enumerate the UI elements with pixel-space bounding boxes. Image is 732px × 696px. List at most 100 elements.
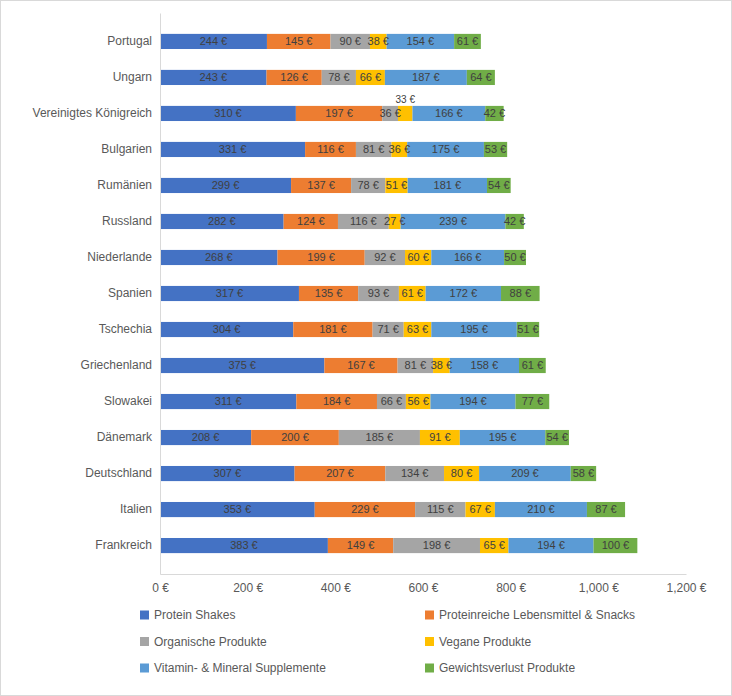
data-label: 54 € bbox=[546, 431, 567, 443]
bar-segment bbox=[519, 358, 546, 373]
data-label: 166 € bbox=[454, 251, 482, 263]
legend-item: Proteinreiche Lebensmittel & Snacks bbox=[425, 608, 635, 622]
bar-segment bbox=[291, 178, 351, 193]
tick-label: Griechenland bbox=[81, 358, 152, 372]
tick: Frankreich bbox=[95, 538, 160, 552]
data-label: 185 € bbox=[366, 431, 394, 443]
tick-label: Niederlande bbox=[87, 250, 152, 264]
bar-segment bbox=[545, 430, 569, 445]
data-label: 375 € bbox=[228, 359, 256, 371]
bar-segment bbox=[296, 394, 377, 409]
data-label: 51 € bbox=[517, 323, 538, 335]
bar-segment bbox=[405, 250, 431, 265]
bar-segment bbox=[420, 430, 460, 445]
data-label: 175 € bbox=[432, 143, 460, 155]
data-label: 50 € bbox=[504, 251, 525, 263]
axis-line bbox=[160, 14, 161, 575]
data-label: 135 € bbox=[315, 287, 343, 299]
tick-label: 1,200 € bbox=[666, 581, 706, 595]
tick-label: 400 € bbox=[321, 581, 351, 595]
bar-segment bbox=[501, 286, 540, 301]
data-label: 317 € bbox=[216, 287, 244, 299]
data-label: 268 € bbox=[205, 251, 233, 263]
bar-segment bbox=[160, 70, 267, 85]
bar-segment bbox=[160, 538, 328, 553]
bar-segment bbox=[160, 394, 296, 409]
data-label: 60 € bbox=[407, 251, 428, 263]
data-label: 65 € bbox=[484, 539, 505, 551]
bar-segment bbox=[504, 250, 526, 265]
series bbox=[385, 34, 594, 553]
legend-label: Organische Produkte bbox=[154, 635, 267, 649]
data-label: 116 € bbox=[350, 215, 377, 227]
legend-label: Protein Shakes bbox=[154, 608, 235, 622]
x-axis: 0 €200 €400 €600 €800 €1,000 €1,200 € bbox=[152, 574, 707, 595]
data-label: 61 € bbox=[522, 359, 543, 371]
bar-segment bbox=[404, 322, 432, 337]
tick: 800 € bbox=[496, 574, 526, 595]
bar-segment bbox=[160, 358, 324, 373]
bar-segment bbox=[160, 430, 251, 445]
data-label: 63 € bbox=[407, 323, 428, 335]
bars bbox=[160, 34, 637, 553]
bar-segment bbox=[415, 502, 465, 517]
data-label: 126 € bbox=[280, 71, 308, 83]
bar-segment bbox=[339, 430, 420, 445]
bar-segment bbox=[426, 286, 501, 301]
tick-label: 200 € bbox=[233, 581, 263, 595]
bar-segment bbox=[454, 34, 481, 49]
data-label: 77 € bbox=[522, 395, 543, 407]
bar-segment bbox=[484, 142, 507, 157]
data-label: 154 € bbox=[407, 35, 435, 47]
data-label: 145 € bbox=[285, 35, 313, 47]
bar-segment bbox=[322, 70, 356, 85]
data-label: 58 € bbox=[573, 467, 594, 479]
tick-label: 1,000 € bbox=[579, 581, 619, 595]
data-label: 56 € bbox=[407, 395, 428, 407]
data-label: 100 € bbox=[602, 539, 630, 551]
data-label: 197 € bbox=[325, 107, 353, 119]
bar-segment bbox=[377, 394, 406, 409]
bar-segment bbox=[408, 178, 487, 193]
bar-segment bbox=[479, 466, 571, 481]
bar-segment bbox=[331, 34, 370, 49]
data-label: 91 € bbox=[429, 431, 450, 443]
tick: 1,000 € bbox=[579, 574, 619, 595]
data-label: 124 € bbox=[297, 215, 325, 227]
tick-label: 600 € bbox=[408, 581, 438, 595]
tick: 200 € bbox=[233, 574, 263, 595]
data-label: 66 € bbox=[381, 395, 402, 407]
bar-segment bbox=[385, 178, 407, 193]
data-label: 199 € bbox=[307, 251, 335, 263]
data-label: 81 € bbox=[363, 143, 384, 155]
bar-segment bbox=[460, 430, 545, 445]
data-label: 311 € bbox=[215, 395, 242, 407]
tick: Tschechia bbox=[99, 322, 160, 336]
bar-segment bbox=[406, 394, 431, 409]
data-label: 194 € bbox=[537, 539, 565, 551]
bar-segment bbox=[385, 466, 444, 481]
tick: 1,200 € bbox=[666, 574, 706, 595]
data-label: 158 € bbox=[471, 359, 499, 371]
data-label: 51 € bbox=[386, 179, 407, 191]
data-label: 78 € bbox=[328, 71, 349, 83]
bar-segment bbox=[299, 286, 358, 301]
data-label: 116 € bbox=[317, 143, 344, 155]
bar-segment bbox=[251, 430, 339, 445]
data-label: 92 € bbox=[374, 251, 395, 263]
bar-segment bbox=[466, 502, 495, 517]
tick: 600 € bbox=[408, 574, 438, 595]
bar-segment bbox=[431, 250, 504, 265]
legend-swatch bbox=[140, 664, 149, 673]
data-label: 33 € bbox=[396, 94, 416, 105]
bar-segment bbox=[398, 358, 434, 373]
bar-segment bbox=[594, 538, 638, 553]
tick: Dänemark bbox=[97, 430, 160, 444]
bar-segment bbox=[444, 466, 479, 481]
bar-segment bbox=[407, 142, 484, 157]
data-label: 195 € bbox=[460, 323, 488, 335]
data-label: 61 € bbox=[457, 35, 478, 47]
data-label: 38 € bbox=[431, 359, 452, 371]
legend-swatch bbox=[425, 611, 434, 620]
data-label: 209 € bbox=[511, 467, 539, 479]
